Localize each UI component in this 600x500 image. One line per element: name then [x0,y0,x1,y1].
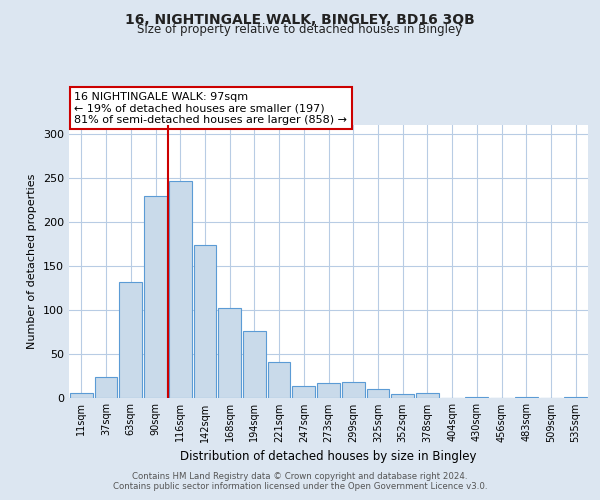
Bar [292,386,315,398]
Bar [95,378,118,398]
Bar [391,394,414,398]
Y-axis label: Number of detached properties: Number of detached properties [28,174,37,349]
Bar [564,396,587,398]
X-axis label: Distribution of detached houses by size in Bingley: Distribution of detached houses by size … [180,450,477,463]
Bar [317,382,340,398]
Bar [169,182,191,398]
Bar [515,396,538,398]
Bar [218,308,241,398]
Bar [268,362,290,398]
Bar [119,282,142,398]
Text: 16 NIGHTINGALE WALK: 97sqm
← 19% of detached houses are smaller (197)
81% of sem: 16 NIGHTINGALE WALK: 97sqm ← 19% of deta… [74,92,347,125]
Text: Contains public sector information licensed under the Open Government Licence v3: Contains public sector information licen… [113,482,487,491]
Bar [144,196,167,398]
Bar [342,382,365,398]
Bar [243,330,266,398]
Bar [70,393,93,398]
Bar [367,388,389,398]
Bar [466,396,488,398]
Text: Contains HM Land Registry data © Crown copyright and database right 2024.: Contains HM Land Registry data © Crown c… [132,472,468,481]
Text: 16, NIGHTINGALE WALK, BINGLEY, BD16 3QB: 16, NIGHTINGALE WALK, BINGLEY, BD16 3QB [125,12,475,26]
Text: Size of property relative to detached houses in Bingley: Size of property relative to detached ho… [137,22,463,36]
Bar [416,393,439,398]
Bar [194,246,216,398]
